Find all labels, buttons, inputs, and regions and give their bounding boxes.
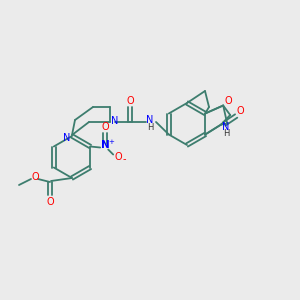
Text: N: N (146, 115, 154, 125)
Text: O: O (224, 97, 232, 106)
Text: N: N (111, 116, 119, 126)
Text: -: - (122, 154, 126, 164)
Text: O: O (126, 96, 134, 106)
Text: O: O (46, 197, 54, 207)
Text: O: O (236, 106, 244, 116)
Text: O: O (101, 122, 109, 133)
Text: N: N (223, 122, 230, 131)
Text: N: N (101, 140, 110, 151)
Text: H: H (147, 124, 153, 133)
Text: O: O (31, 172, 39, 182)
Text: N: N (63, 133, 71, 143)
Text: O: O (114, 152, 122, 161)
Text: +: + (108, 139, 114, 145)
Text: H: H (223, 129, 230, 138)
